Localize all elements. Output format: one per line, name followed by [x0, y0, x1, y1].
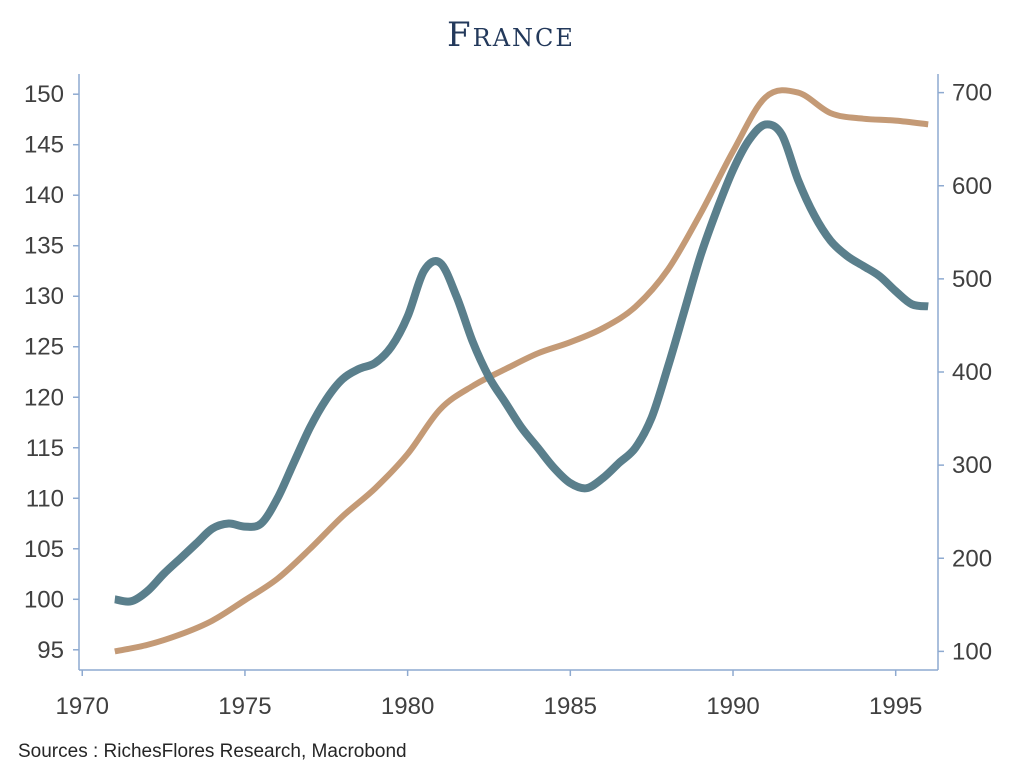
left-y-tick-label: 150 — [24, 81, 64, 108]
x-tick-label: 1985 — [544, 693, 597, 720]
x-tick-label: 1975 — [218, 693, 271, 720]
left-y-tick-label: 105 — [24, 536, 64, 563]
right-y-tick-label: 300 — [952, 452, 992, 479]
series-layer — [114, 87, 929, 655]
series-line-left-axis — [114, 120, 929, 606]
right-y-tick-label: 600 — [952, 173, 992, 200]
right-y-tick-label: 400 — [952, 359, 992, 386]
right-y-tick-label: 700 — [952, 80, 992, 107]
chart-title: France — [447, 15, 575, 55]
x-tick-label: 1995 — [869, 693, 922, 720]
plot-area — [78, 74, 939, 671]
right-y-ticks: 100 200 300 400 500 600 700 — [938, 80, 992, 665]
left-y-tick-label: 130 — [24, 283, 64, 310]
left-y-tick-label: 95 — [37, 637, 64, 664]
x-tick-label: 1980 — [381, 693, 434, 720]
left-y-tick-label: 120 — [24, 384, 64, 411]
x-tick-label: 1970 — [56, 693, 109, 720]
left-y-tick-label: 100 — [24, 586, 64, 613]
x-ticks: 1970 1975 1980 1985 1990 1995 — [56, 670, 922, 720]
left-y-tick-label: 135 — [24, 233, 64, 260]
right-y-tick-label: 100 — [952, 638, 992, 665]
series-line-right-axis — [114, 87, 929, 655]
left-y-tick-label: 110 — [26, 485, 64, 512]
left-y-tick-label: 125 — [24, 334, 64, 361]
left-y-tick-label: 145 — [24, 132, 64, 159]
source-note: Sources : RichesFlores Research, Macrobo… — [18, 741, 407, 762]
left-y-tick-label: 115 — [26, 435, 64, 462]
left-y-ticks: 95 100 105 110 115 120 125 130 135 140 145 150 — [24, 81, 79, 664]
right-y-tick-label: 200 — [952, 545, 992, 572]
x-tick-label: 1990 — [706, 693, 759, 720]
left-y-tick-label: 140 — [24, 182, 64, 209]
right-y-tick-label: 500 — [952, 266, 992, 293]
